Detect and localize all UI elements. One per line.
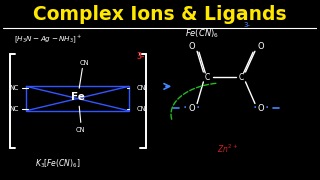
Text: CN: CN	[136, 106, 146, 112]
Text: ·: ·	[252, 101, 257, 115]
Text: Complex Ions & Ligands: Complex Ions & Ligands	[33, 4, 287, 24]
Text: CN: CN	[79, 60, 89, 66]
Text: CN: CN	[136, 85, 146, 91]
Text: $Zn^{2+}$: $Zn^{2+}$	[217, 142, 238, 155]
Text: 3-: 3-	[137, 52, 145, 61]
Text: $K_3[Fe(CN)_6]$: $K_3[Fe(CN)_6]$	[35, 158, 81, 170]
Text: $Fe(CN)_6$: $Fe(CN)_6$	[185, 28, 220, 40]
Text: C: C	[239, 73, 244, 82]
Text: NC: NC	[9, 85, 19, 91]
Bar	[26, 86, 129, 111]
Text: ·: ·	[196, 101, 200, 115]
Text: C: C	[204, 73, 210, 82]
Text: Fe: Fe	[71, 92, 84, 102]
Text: ·: ·	[265, 101, 269, 115]
Text: O: O	[188, 103, 195, 112]
Text: ·: ·	[183, 101, 187, 115]
Text: $[H_3N-Ag-NH_3]^+$: $[H_3N-Ag-NH_3]^+$	[14, 33, 83, 45]
Text: CN: CN	[76, 127, 85, 133]
Text: 3-: 3-	[243, 22, 250, 28]
Text: O: O	[188, 42, 195, 51]
Text: NC: NC	[9, 106, 19, 112]
Text: O: O	[257, 42, 264, 51]
Text: O: O	[257, 103, 264, 112]
